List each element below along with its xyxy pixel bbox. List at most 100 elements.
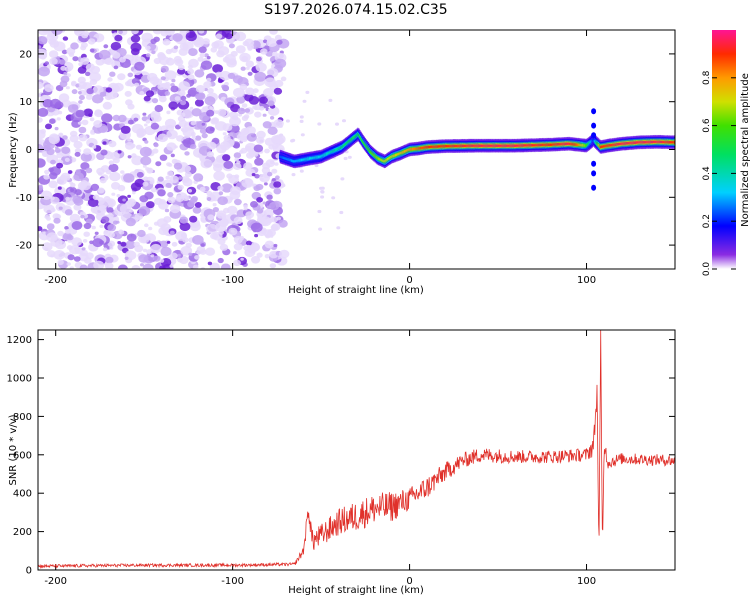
noise-blob — [78, 134, 88, 142]
disturbance-blob — [591, 108, 597, 115]
noise-blob — [159, 240, 169, 248]
noise-blob — [154, 104, 164, 113]
noise-blob — [206, 77, 212, 82]
snr-ytick-label: 600 — [13, 450, 32, 461]
noise-blob — [185, 242, 192, 248]
noise-blob — [200, 60, 213, 70]
noise-blob — [43, 174, 50, 180]
noise-blob — [264, 137, 275, 146]
noise-blob — [38, 158, 46, 168]
noise-blob — [93, 120, 103, 128]
noise-blob — [89, 117, 95, 122]
disturbance-blob — [591, 170, 597, 177]
spectrogram-ytick-label: -20 — [16, 241, 32, 252]
noise-blob — [264, 148, 270, 154]
colorbar-gradient — [712, 30, 736, 269]
noise-blob — [40, 190, 53, 200]
noise-blob — [62, 135, 68, 140]
snr-xlabel: Height of straight line (km) — [288, 585, 424, 596]
noise-blob — [104, 262, 114, 269]
noise-blob — [159, 258, 165, 263]
colorbar-tick-label: 0.4 — [702, 166, 712, 181]
noise-blob — [72, 195, 83, 204]
noise-blob — [167, 196, 176, 204]
noise-blob — [162, 38, 171, 46]
noise-blob — [145, 90, 155, 97]
noise-blob — [222, 132, 227, 136]
noise-blob — [178, 119, 188, 128]
noise-blob — [245, 66, 250, 70]
noise-blob — [127, 119, 134, 125]
noise-blob — [74, 148, 82, 154]
noise-blob — [57, 259, 64, 265]
noise-blob — [336, 226, 341, 230]
noise-blob — [166, 142, 177, 151]
noise-blob — [53, 217, 61, 224]
noise-blob — [94, 110, 103, 118]
noise-blob — [217, 185, 224, 191]
noise-blob — [184, 171, 192, 178]
noise-blob — [169, 230, 175, 235]
noise-blob — [151, 98, 159, 104]
noise-blob — [117, 241, 122, 245]
noise-blob — [117, 114, 127, 123]
noise-blob — [233, 87, 245, 98]
spectrogram-frame — [37, 29, 676, 270]
noise-blob — [260, 48, 268, 55]
noise-blob — [233, 162, 242, 170]
noise-blob — [240, 257, 244, 261]
noise-blob — [212, 203, 217, 207]
noise-blob — [206, 151, 214, 158]
noise-blob — [262, 121, 272, 129]
noise-blob — [285, 119, 290, 123]
noise-blob — [51, 30, 63, 35]
noise-blob — [73, 204, 82, 211]
noise-blob — [174, 145, 178, 149]
noise-blob — [264, 254, 270, 259]
noise-blob — [158, 95, 167, 103]
noise-blob — [87, 198, 99, 207]
noise-blob — [187, 68, 195, 75]
noise-blob — [233, 216, 243, 225]
noise-blob — [221, 183, 233, 193]
noise-blob — [98, 172, 103, 176]
colorbar: 0.0 0.2 0.4 0.6 0.8 Normalized spectral ampl… — [702, 30, 750, 276]
noise-blob — [240, 108, 245, 112]
noise-blob — [65, 196, 70, 201]
noise-blob — [49, 118, 56, 124]
noise-blob — [81, 119, 89, 126]
noise-blob — [164, 91, 171, 96]
noise-blob — [159, 265, 166, 269]
noise-blob — [112, 51, 121, 59]
noise-blob — [187, 74, 195, 80]
noise-blob — [199, 186, 206, 192]
noise-blob — [335, 122, 339, 126]
noise-blob — [120, 170, 125, 174]
noise-blob — [343, 156, 348, 161]
noise-blob — [160, 30, 169, 37]
noise-blob — [317, 209, 322, 214]
noise-blob — [347, 155, 352, 159]
noise-blob — [252, 88, 259, 94]
noise-blob — [133, 241, 140, 247]
noise-blob — [140, 156, 152, 166]
noise-blob — [118, 30, 123, 35]
colorbar-tick-label: 0.6 — [702, 118, 712, 133]
noise-blob — [119, 56, 126, 63]
noise-blob — [146, 168, 154, 174]
colorbar-tick-label: 0.2 — [702, 214, 712, 228]
noise-blob — [269, 30, 278, 35]
noise-blob — [238, 113, 243, 117]
noise-blob — [271, 168, 278, 174]
noise-blob — [247, 71, 253, 76]
noise-blob — [110, 151, 120, 161]
noise-blob — [89, 48, 95, 53]
noise-blob — [90, 66, 101, 74]
noise-blob — [273, 134, 286, 145]
noise-blob — [50, 196, 60, 205]
noise-blob — [190, 120, 197, 126]
noise-blob — [276, 216, 282, 221]
noise-blob — [320, 190, 325, 194]
noise-blob — [144, 123, 148, 127]
